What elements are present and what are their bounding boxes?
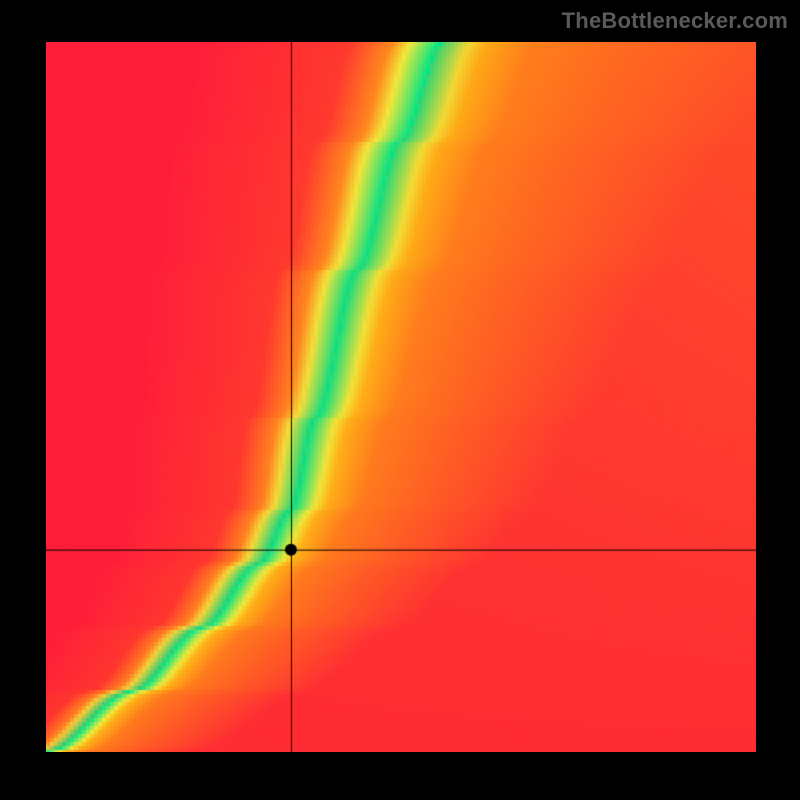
bottleneck-heatmap [46, 42, 756, 752]
chart-container: TheBottlenecker.com [0, 0, 800, 800]
watermark-text: TheBottlenecker.com [562, 8, 788, 34]
